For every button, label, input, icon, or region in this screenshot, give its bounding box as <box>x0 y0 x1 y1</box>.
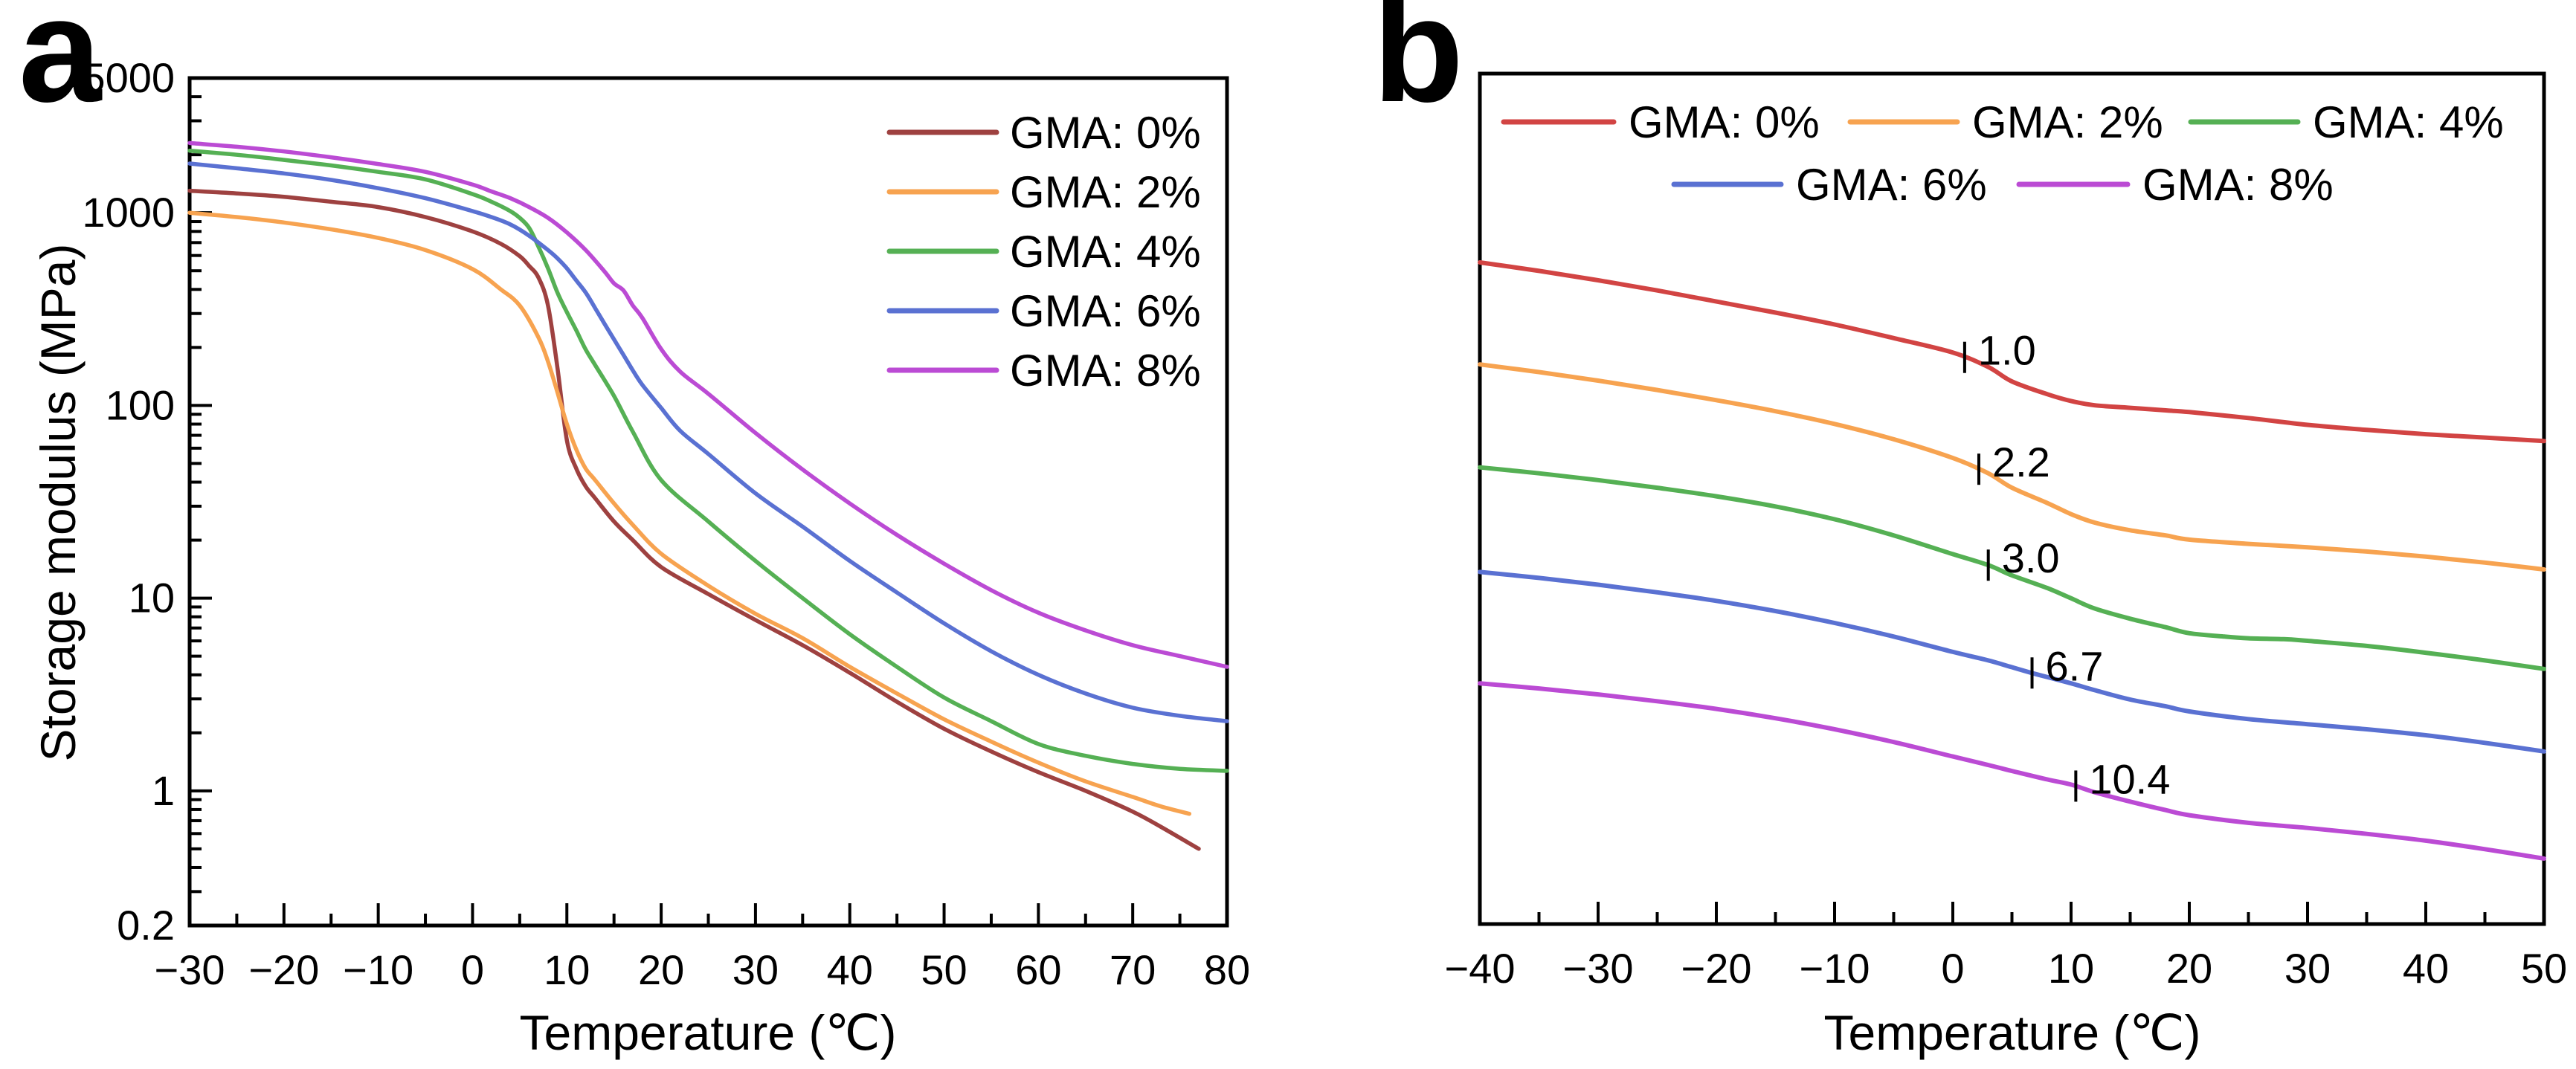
legend-label: GMA: 2% <box>1972 97 2163 147</box>
annotation-label: 2.2 <box>1992 439 2050 485</box>
annotation: 2.2 <box>1977 439 2050 485</box>
curve-8pct <box>1478 681 2546 861</box>
panel-b-plot-border <box>1478 71 2546 926</box>
panel-b-letter: b <box>1373 0 1464 133</box>
x-tick-label: 30 <box>732 946 779 993</box>
legend-item: GMA: 6% <box>1671 160 1987 210</box>
curve-6pct <box>187 161 1229 723</box>
panel-a-y-axis-ticks: 5000 1000 100 10 1 0.2 <box>82 54 212 949</box>
legend-item: GMA: 0% <box>886 108 1201 158</box>
x-tick-label: 50 <box>921 946 967 993</box>
curve-0pct <box>187 188 1201 851</box>
x-tick-label: 50 <box>2521 945 2567 992</box>
y-tick-label: 100 <box>106 381 175 428</box>
panel-b-x-axis-ticks: −40 −30 −20 −10 0 10 20 30 40 50 <box>1445 902 2567 992</box>
x-tick-label: −30 <box>155 946 225 993</box>
annotation: 6.7 <box>2030 642 2104 689</box>
annotation-label: 10.4 <box>2089 755 2170 802</box>
legend-item: GMA: 2% <box>1847 97 2163 147</box>
legend-item: GMA: 0% <box>1501 97 1820 147</box>
legend-label: GMA: 8% <box>1010 346 1201 395</box>
panel-b-annotations: 1.0 2.2 3.0 6.7 10.4 <box>1962 327 2170 802</box>
x-tick-label: −30 <box>1563 945 1634 992</box>
panel-a-y-axis-title: Storage modulus (MPa) <box>30 243 86 762</box>
y-tick-label: 5000 <box>82 54 175 101</box>
y-tick-label: 1 <box>152 767 175 814</box>
x-tick-label: 80 <box>1204 946 1250 993</box>
x-tick-label: −20 <box>248 946 319 993</box>
curve-2pct <box>1478 362 2546 572</box>
curve-4pct <box>1478 465 2546 671</box>
legend-item: GMA: 2% <box>886 167 1201 217</box>
panel-a-x-axis-title: Temperature (℃) <box>519 1005 897 1060</box>
panel-b-curves <box>1478 260 2546 861</box>
legend-label: GMA: 4% <box>2313 97 2504 147</box>
panel-a: −30 −20 −10 0 10 20 30 40 50 60 70 80 5000 1000 100 10 1… <box>82 54 1250 993</box>
legend-item: GMA: 8% <box>2016 160 2334 210</box>
x-tick-label: 40 <box>827 946 873 993</box>
annotation: 3.0 <box>1986 534 2060 581</box>
x-tick-label: 0 <box>461 946 484 993</box>
legend-label: GMA: 8% <box>2142 160 2334 210</box>
x-tick-label: −40 <box>1445 945 1516 992</box>
panel-a-x-axis-ticks: −30 −20 −10 0 10 20 30 40 50 60 70 80 <box>155 903 1250 993</box>
curve-6pct <box>1478 569 2546 754</box>
legend-label: GMA: 2% <box>1010 167 1201 217</box>
legend-label: GMA: 0% <box>1629 97 1820 147</box>
annotation-label: 3.0 <box>2002 534 2060 581</box>
x-tick-label: 40 <box>2403 945 2449 992</box>
curve-4pct <box>187 148 1229 773</box>
x-tick-label: 10 <box>2048 945 2094 992</box>
legend-item: GMA: 4% <box>2188 97 2504 147</box>
x-tick-label: −10 <box>1800 945 1870 992</box>
panel-b-legend: GMA: 0% GMA: 2% GMA: 4% GMA: 6% GMA: 8% <box>1501 97 2504 210</box>
curve-0pct <box>1478 260 2546 444</box>
legend-label: GMA: 0% <box>1010 108 1201 158</box>
curve-2pct <box>187 210 1192 816</box>
annotation: 10.4 <box>2074 755 2170 802</box>
y-tick-label: 1000 <box>82 189 175 236</box>
curve-8pct <box>187 141 1229 669</box>
legend-label: GMA: 4% <box>1010 227 1201 277</box>
x-tick-label: 60 <box>1015 946 1061 993</box>
x-tick-label: 30 <box>2284 945 2331 992</box>
legend-item: GMA: 4% <box>886 227 1201 277</box>
panel-a-letter: a <box>19 0 102 133</box>
y-tick-label: 0.2 <box>117 902 175 949</box>
annotation-label: 1.0 <box>1978 327 2036 374</box>
x-tick-label: 20 <box>2166 945 2212 992</box>
x-tick-label: −10 <box>343 946 413 993</box>
y-tick-label: 10 <box>129 575 175 621</box>
legend-item: GMA: 8% <box>886 346 1201 395</box>
x-tick-label: −20 <box>1681 945 1752 992</box>
panel-a-curves <box>187 141 1229 851</box>
legend-label: GMA: 6% <box>1796 160 1987 210</box>
legend-label: GMA: 6% <box>1010 286 1201 336</box>
annotation: 1.0 <box>1962 327 2036 374</box>
x-tick-label: 70 <box>1110 946 1156 993</box>
x-tick-label: 20 <box>638 946 684 993</box>
legend-item: GMA: 6% <box>886 286 1201 336</box>
x-tick-label: 10 <box>544 946 590 993</box>
x-tick-label: 0 <box>1941 945 1964 992</box>
panel-a-legend: GMA: 0% GMA: 2% GMA: 4% GMA: 6% GMA: 8% <box>886 108 1201 395</box>
annotation-label: 6.7 <box>2046 642 2104 689</box>
panel-b-x-axis-title: Temperature (℃) <box>1823 1005 2201 1060</box>
